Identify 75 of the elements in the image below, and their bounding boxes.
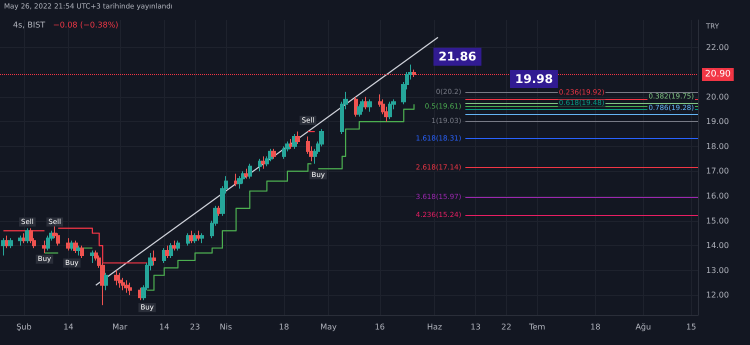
y-tick-label: 15.00 xyxy=(706,216,729,226)
y-tick-label: 13.00 xyxy=(706,266,729,275)
candlestick xyxy=(42,240,47,254)
candlestick xyxy=(186,232,190,246)
candlestick xyxy=(200,232,204,244)
y-tick-label: 12.00 xyxy=(706,290,729,300)
x-tick-label: Mar xyxy=(112,322,128,332)
x-tick-label: Haz xyxy=(426,322,442,332)
y-tick-label: 17.00 xyxy=(706,166,729,176)
candlestick xyxy=(364,96,368,110)
candlestick xyxy=(282,146,286,160)
x-tick-label: Şub xyxy=(16,322,32,332)
x-tick-label: 22 xyxy=(501,322,512,332)
candlestick xyxy=(104,272,108,291)
candlestick xyxy=(295,131,300,144)
candlestick xyxy=(367,98,372,112)
chart-subtitle: −0.08 (−0.38%) xyxy=(53,20,118,30)
x-tick-label: Nis xyxy=(220,322,232,332)
candlestick xyxy=(169,242,173,258)
x-tick-label: Tem xyxy=(528,322,546,332)
candlestick xyxy=(360,98,365,112)
y-tick-label: 22.00 xyxy=(706,42,729,52)
candlestick xyxy=(172,240,177,252)
x-tick-label: 14 xyxy=(63,322,74,332)
candlestick xyxy=(29,228,33,244)
candlestick xyxy=(176,240,180,252)
ref-line-label: 20.90 xyxy=(705,70,732,80)
x-tick-label: 18 xyxy=(278,322,290,332)
candlestick xyxy=(152,250,156,266)
candlestick xyxy=(162,248,166,264)
candlestick xyxy=(124,280,129,294)
x-tick-label: 23 xyxy=(190,322,200,332)
y-tick-label: 14.00 xyxy=(706,241,729,250)
chart-title: 4s, BIST xyxy=(13,20,46,30)
y-tick-label: 16.00 xyxy=(706,192,729,201)
candlestick xyxy=(5,235,9,249)
y-tick-label: 19.00 xyxy=(706,117,729,126)
candlestick xyxy=(271,148,276,160)
candlestick xyxy=(121,277,125,291)
x-tick-label: Ağu xyxy=(635,322,652,332)
candlestick xyxy=(241,170,245,184)
annotation: 19.98 xyxy=(515,72,553,86)
annotation: 21.86 xyxy=(438,50,476,64)
x-tick-label: 18 xyxy=(590,322,600,332)
candlestick xyxy=(128,282,132,296)
candlestick xyxy=(261,156,266,170)
x-tick-label: 15 xyxy=(686,322,696,332)
x-tick-label: 13 xyxy=(470,322,481,332)
candlestick xyxy=(80,245,84,258)
candlestick xyxy=(118,272,122,288)
candlestick xyxy=(90,250,95,264)
candlestick xyxy=(412,69,416,78)
candlestick xyxy=(165,245,170,258)
candlestick xyxy=(289,138,293,150)
candlestick xyxy=(114,270,119,286)
y-tick-label: 20.00 xyxy=(706,92,729,102)
candlestick xyxy=(189,230,194,244)
x-tick-label: 14 xyxy=(159,322,170,332)
candlestick xyxy=(357,104,362,118)
candlestick xyxy=(244,168,249,180)
x-tick-label: 16 xyxy=(374,322,385,332)
candlestick xyxy=(1,238,6,256)
x-tick-label: May xyxy=(320,322,337,332)
candlestick xyxy=(196,230,201,242)
candlestick xyxy=(66,238,71,252)
candlestick xyxy=(76,245,81,256)
candlestick xyxy=(193,232,197,244)
candlestick xyxy=(22,232,26,244)
candlestick xyxy=(248,163,252,180)
candlestick xyxy=(258,158,262,172)
candlestick xyxy=(18,235,23,246)
candlestick xyxy=(8,238,13,249)
y-tick-label: 18.00 xyxy=(706,142,729,151)
candlestick xyxy=(388,101,392,120)
candlestick xyxy=(234,173,238,187)
